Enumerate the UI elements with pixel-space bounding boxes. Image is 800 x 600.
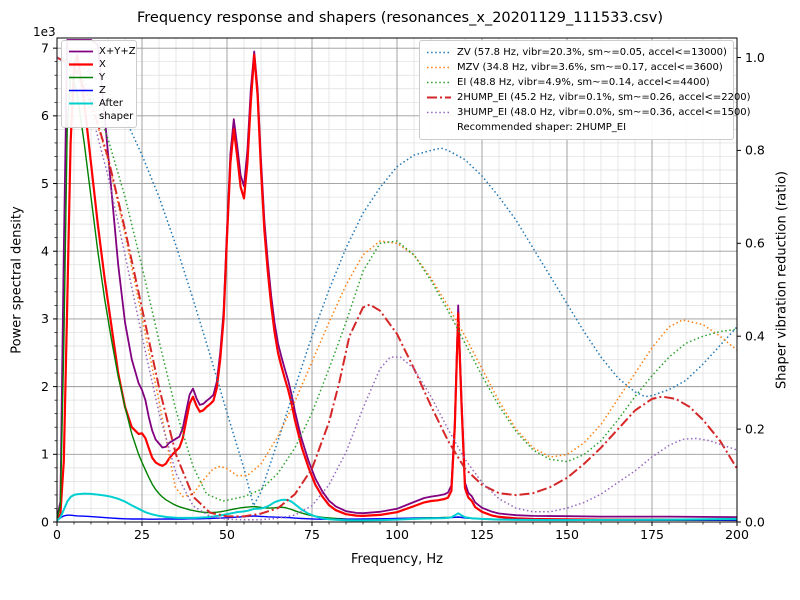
svg-text:0.0: 0.0 — [745, 514, 765, 529]
svg-text:0.6: 0.6 — [745, 236, 765, 251]
svg-text:1.0: 1.0 — [745, 50, 765, 65]
y-axis-offset-text: 1e3 — [33, 25, 56, 39]
svg-text:175: 175 — [640, 527, 664, 542]
z-line-swatch — [68, 84, 94, 97]
svg-text:25: 25 — [134, 527, 150, 542]
legend-label: X+Y+Z — [99, 46, 136, 57]
legend-label: Z — [99, 85, 106, 96]
legend-entry: 3HUMP_EI (48.0 Hz, vibr=0.0%, sm~=0.36, … — [426, 105, 751, 120]
svg-text:7: 7 — [41, 40, 49, 55]
legend-label: 3HUMP_EI (48.0 Hz, vibr=0.0%, sm~=0.36, … — [457, 107, 751, 118]
legend-entry: Y — [68, 71, 130, 84]
y-axis-left-label: Power spectral density — [9, 206, 25, 354]
legend-entry: X+Y+Z — [68, 45, 136, 58]
recommended-shaper-note: Recommended shaper: 2HUMP_EI — [457, 122, 627, 133]
legend-label: MZV (34.8 Hz, vibr=3.6%, sm~=0.17, accel… — [457, 62, 723, 73]
svg-text:0.4: 0.4 — [745, 329, 765, 344]
zv-line-swatch — [426, 45, 452, 60]
xyz-line-swatch — [68, 45, 94, 58]
y-axis-right-label: Shaper vibration reduction (ratio) — [774, 171, 790, 389]
legend-entry: MZV (34.8 Hz, vibr=3.6%, sm~=0.17, accel… — [426, 60, 727, 75]
legend-entry: After shaper — [68, 97, 134, 123]
svg-text:100: 100 — [385, 527, 409, 542]
svg-text:75: 75 — [304, 527, 320, 542]
legend-label: After shaper — [99, 98, 134, 122]
svg-text:4: 4 — [41, 244, 49, 259]
y-line-swatch — [68, 71, 94, 84]
chart-title: Frequency response and shapers (resonanc… — [137, 10, 663, 26]
legend-label: 2HUMP_EI (45.2 Hz, vibr=0.1%, sm~=0.26, … — [457, 92, 751, 103]
legend-entry: X — [68, 58, 130, 71]
legend-label: X — [99, 59, 106, 70]
svg-text:0: 0 — [53, 527, 61, 542]
svg-text:200: 200 — [725, 527, 749, 542]
legend-entry: Z — [68, 84, 130, 97]
legend-entry: EI (48.8 Hz, vibr=4.9%, sm~=0.14, accel<… — [426, 75, 727, 90]
svg-text:125: 125 — [470, 527, 494, 542]
legend-label: ZV (57.8 Hz, vibr=20.3%, sm~=0.05, accel… — [457, 47, 727, 58]
svg-text:50: 50 — [219, 527, 235, 542]
svg-text:3: 3 — [41, 311, 49, 326]
two-hump-ei-line-swatch — [426, 90, 452, 105]
psd-legend: X+Y+Z X Y Z After shaper — [61, 40, 137, 128]
svg-text:6: 6 — [41, 108, 49, 123]
svg-text:5: 5 — [41, 176, 49, 191]
svg-text:150: 150 — [555, 527, 579, 542]
svg-text:0.2: 0.2 — [745, 421, 765, 436]
ei-line-swatch — [426, 75, 452, 90]
svg-text:1: 1 — [41, 447, 49, 462]
legend-label: EI (48.8 Hz, vibr=4.9%, sm~=0.14, accel<… — [457, 77, 710, 88]
legend-entry: ZV (57.8 Hz, vibr=20.3%, sm~=0.05, accel… — [426, 45, 727, 60]
after-shaper-line-swatch — [68, 97, 94, 110]
three-hump-ei-line-swatch — [426, 105, 452, 120]
svg-text:0.8: 0.8 — [745, 143, 765, 158]
legend-label: Y — [99, 72, 106, 83]
x-line-swatch — [68, 58, 94, 71]
shapers-legend: ZV (57.8 Hz, vibr=20.3%, sm~=0.05, accel… — [419, 40, 751, 140]
svg-text:2: 2 — [41, 379, 49, 394]
legend-entry: 2HUMP_EI (45.2 Hz, vibr=0.1%, sm~=0.26, … — [426, 90, 751, 105]
svg-text:0: 0 — [41, 514, 49, 529]
x-axis-label: Frequency, Hz — [350, 552, 444, 567]
mzv-line-swatch — [426, 60, 452, 75]
